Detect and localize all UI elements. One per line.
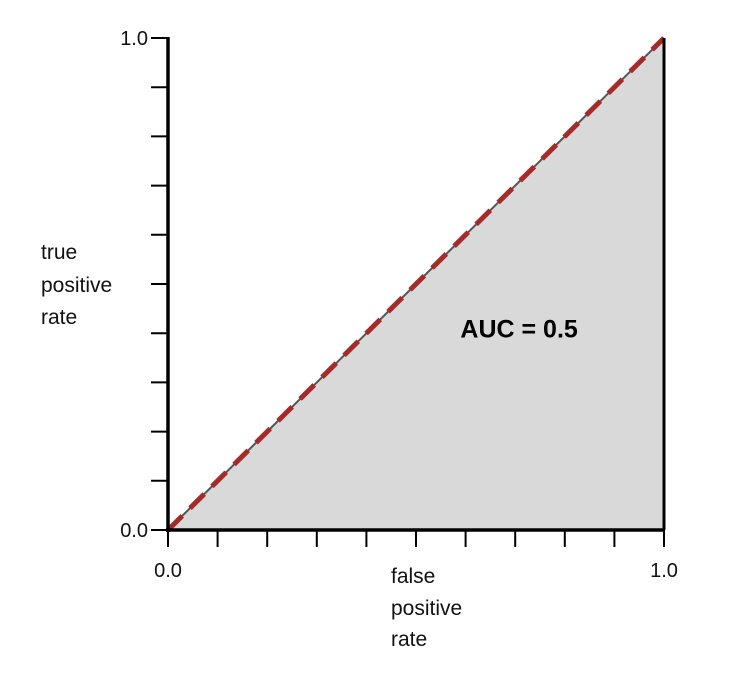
auc-annotation: AUC = 0.5 — [460, 315, 578, 343]
roc-curve — [166, 36, 666, 532]
x-tick-label-min: 0.0 — [154, 560, 182, 582]
y-tick-label-min: 0.0 — [120, 520, 148, 542]
x-axis-label-line-3: rate — [391, 628, 427, 651]
y-axis-label-line-2: positive — [41, 274, 112, 297]
x-axis-label-line-1: false — [391, 565, 435, 588]
x-ticks — [167, 530, 665, 547]
x-axis-label-line-2: positive — [391, 597, 462, 620]
y-axis-label-line-1: true — [41, 241, 77, 264]
y-tick-label-max: 1.0 — [120, 28, 148, 50]
x-tick-label-max: 1.0 — [650, 560, 678, 582]
y-ticks — [151, 37, 168, 531]
y-axis-label-line-3: rate — [41, 306, 77, 329]
